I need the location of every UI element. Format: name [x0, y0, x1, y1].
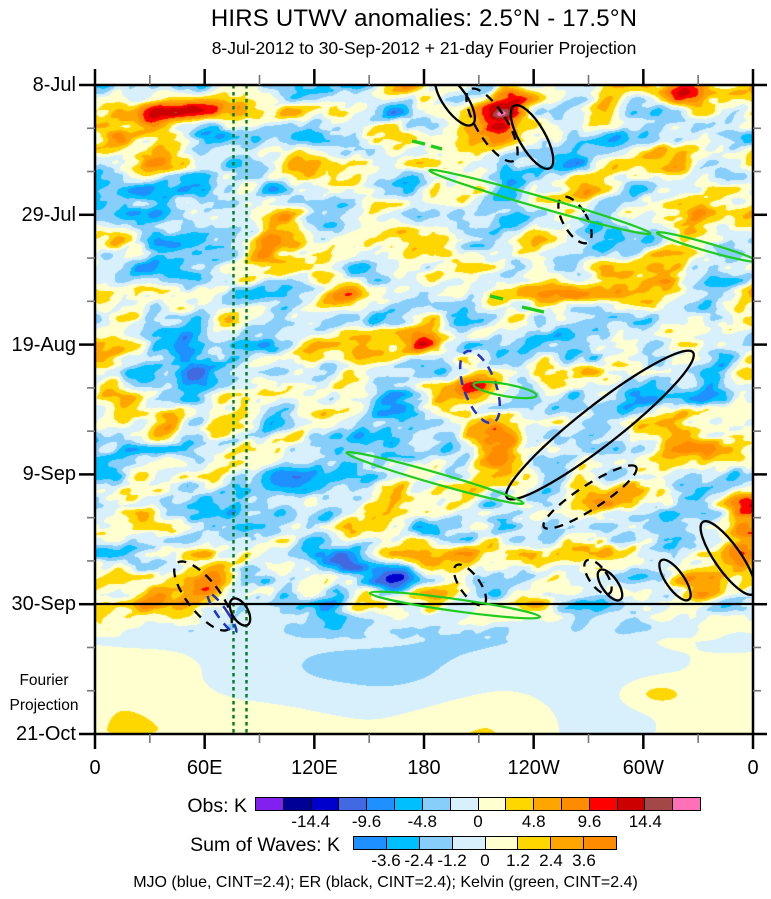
colorbar-cell — [366, 797, 396, 811]
colorbar-tick-label: -9.6 — [351, 812, 382, 831]
colorbar-cell — [449, 797, 479, 811]
x-tick-label: 120E — [290, 757, 338, 779]
chart-title: HIRS UTWV anomalies: 2.5°N - 17.5°N — [210, 5, 638, 32]
x-tick-label: 60E — [186, 757, 223, 779]
colorbar-cell — [484, 836, 519, 850]
x-tick-label: 120W — [507, 757, 560, 779]
colorbar-tick-label: 3.6 — [572, 851, 596, 870]
colorbar-tick-label: -2.4 — [404, 851, 434, 870]
colorbar-cell — [353, 836, 387, 850]
colorbar-tick-label: 4.8 — [521, 812, 546, 831]
colorbar-tick-label: 14.4 — [628, 812, 662, 831]
colorbar-cell — [560, 797, 590, 811]
wave-contour-overlay — [95, 85, 753, 734]
colorbar-cell — [255, 797, 284, 811]
colorbar-cell — [672, 797, 701, 811]
colorbar-cell — [385, 836, 420, 850]
fourier-label-line1: Fourier — [19, 672, 69, 689]
chart-subtitle: 8-Jul-2012 to 30-Sep-2012 + 21-day Fouri… — [211, 38, 637, 58]
colorbar-cell — [421, 797, 451, 811]
x-tick-label: 0 — [89, 757, 101, 779]
x-tick-label: 0 — [747, 757, 759, 779]
colorbar-tick-label: 9.6 — [577, 812, 602, 831]
colorbar-tick-label: -3.6 — [371, 851, 401, 870]
y-tick-label: 29-Jul — [21, 203, 76, 226]
colorbar-cell — [477, 797, 507, 811]
colorbar-cell — [505, 797, 535, 811]
colorbar-cell — [550, 836, 585, 850]
colorbar-cell — [517, 836, 552, 850]
anomaly-field-heatmap — [95, 85, 753, 734]
waves-colorbar — [353, 836, 617, 850]
colorbar-tick-label: 2.4 — [539, 851, 563, 870]
colorbar-cell — [588, 797, 618, 811]
x-tick-label: 60W — [622, 757, 664, 779]
axes-frame — [79, 69, 767, 749]
colorbar-cell — [338, 797, 368, 811]
y-tick-label: 19-Aug — [11, 333, 77, 356]
y-tick-label: 8-Jul — [32, 74, 76, 96]
colorbar-tick-label: -4.8 — [407, 812, 437, 831]
colorbar-cell — [310, 797, 340, 811]
y-tick-label: 30-Sep — [11, 593, 77, 616]
colorbar-cell — [451, 836, 486, 850]
colorbar-tick-label: -1.2 — [437, 851, 467, 870]
colorbar-cell — [533, 797, 562, 811]
contour-legend-caption: MJO (blue, CINT=2.4); ER (black, CINT=2.… — [133, 874, 638, 891]
colorbar-tick-label: 0 — [473, 812, 483, 831]
colorbar-tick-label: 0 — [480, 851, 490, 870]
colorbar-cell — [282, 797, 312, 811]
colorbar-tick-label: 1.2 — [506, 851, 530, 870]
colorbar-cell — [644, 797, 674, 811]
y-tick-label: 21-Oct — [15, 723, 76, 745]
y-tick-label: 9-Sep — [22, 463, 76, 486]
obs-colorbar-title: Obs: K — [187, 795, 247, 817]
colorbar-cell — [418, 836, 453, 850]
colorbar-cell — [616, 797, 646, 811]
x-tick-label: 180 — [407, 757, 441, 779]
colorbar-tick-label: -14.4 — [291, 812, 331, 831]
fourier-projection-label: Fourier Projection — [0, 668, 88, 718]
colorbar-cell — [394, 797, 423, 811]
colorbar-cell — [583, 836, 617, 850]
fourier-label-line2: Projection — [9, 697, 79, 714]
waves-colorbar-title: Sum of Waves: K — [190, 834, 340, 856]
obs-colorbar — [255, 797, 701, 811]
